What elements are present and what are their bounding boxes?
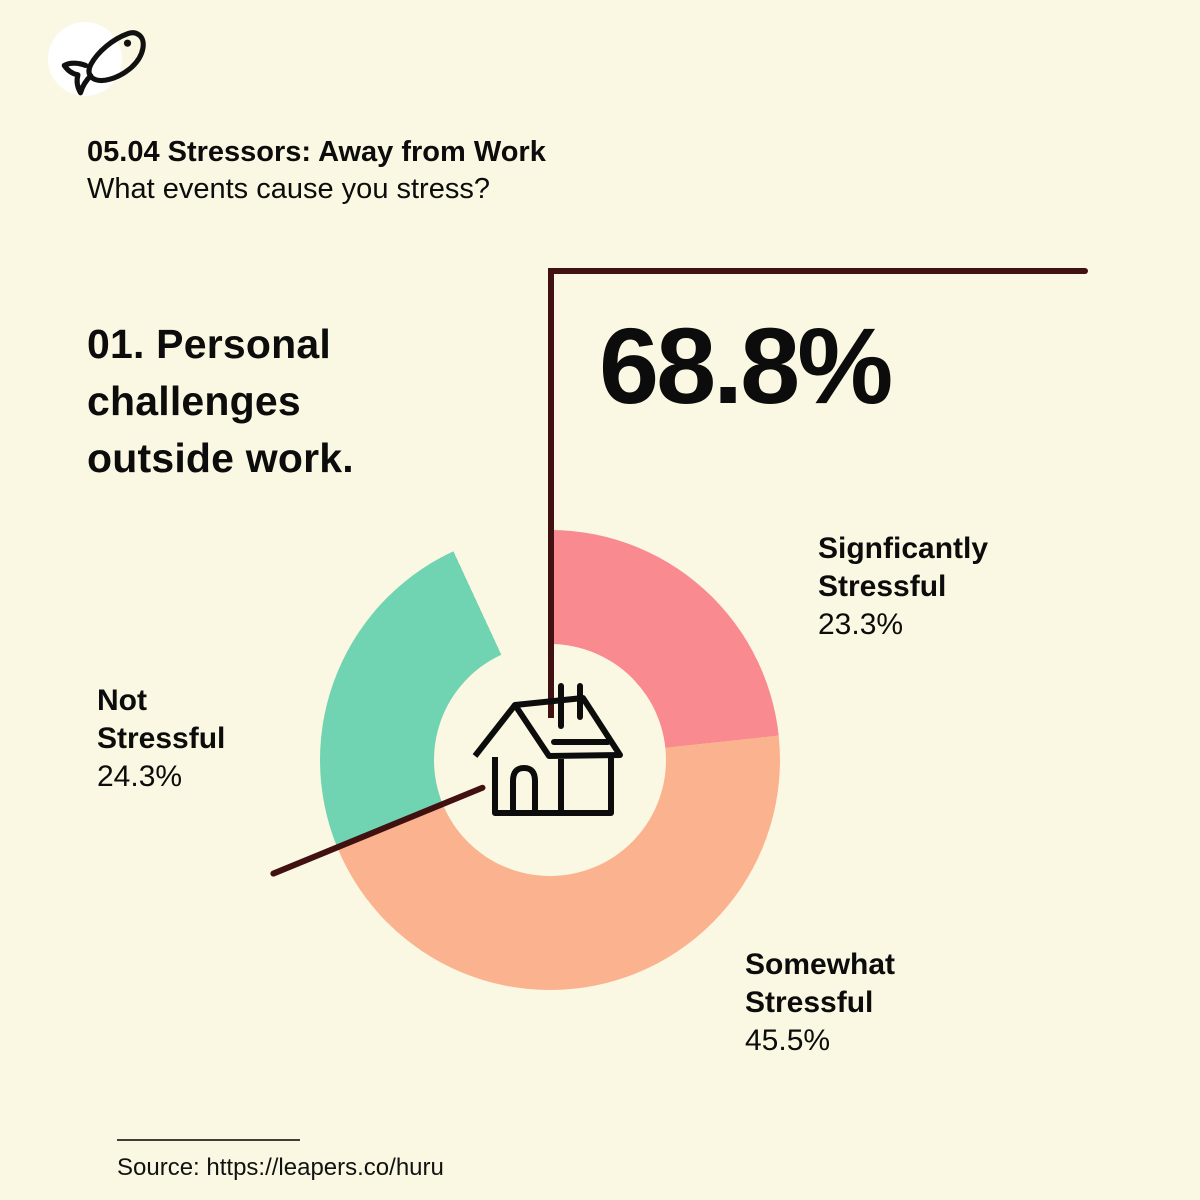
- section-heading: 01. Personal challenges outside work.: [87, 321, 354, 481]
- callout-total-value: 68.8%: [599, 305, 893, 426]
- fish-icon: [61, 30, 146, 96]
- source-divider: [117, 1139, 300, 1141]
- segment-label-not: Not Stressful 24.3%: [97, 682, 257, 796]
- callout-horizontal-line: [548, 268, 1088, 274]
- segment-name: Not Stressful: [97, 684, 226, 755]
- page-subtitle: What events cause you stress?: [87, 173, 490, 205]
- page-title: 05.04 Stressors: Away from Work: [87, 136, 546, 168]
- segment-name: Somewhat Stressful: [745, 948, 896, 1019]
- segment-label-somewhat: Somewhat Stressful 45.5%: [745, 946, 945, 1060]
- source-text: Source: https://leapers.co/huru: [117, 1154, 444, 1181]
- callout-vertical-line: [548, 268, 554, 718]
- segment-label-significantly: Signficantly Stressful 23.3%: [818, 530, 1028, 644]
- segment-value: 24.3%: [97, 760, 183, 793]
- house-icon: [472, 683, 623, 816]
- segment-value: 23.3%: [818, 608, 904, 641]
- header: 05.04 Stressors: Away from Work What eve…: [87, 134, 787, 208]
- segment-value: 45.5%: [745, 1024, 831, 1057]
- segment-name: Signficantly Stressful: [818, 532, 989, 603]
